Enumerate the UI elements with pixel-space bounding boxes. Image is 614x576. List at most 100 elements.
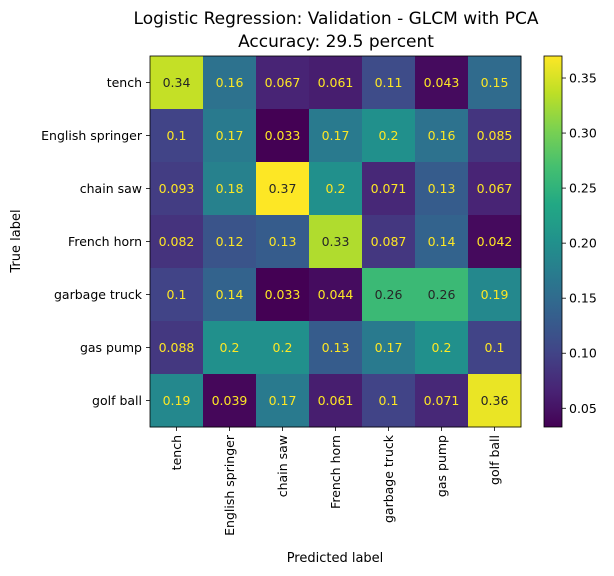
- colorbar-tick-label: 0.25: [569, 181, 597, 196]
- heatmap-cell: [150, 162, 204, 216]
- cell-value-label: 0.033: [265, 128, 301, 143]
- heatmap-cell: [203, 268, 257, 322]
- heatmap-cell: [362, 162, 416, 216]
- y-axis-ticks: tench English springer chain saw French hor…: [41, 75, 150, 408]
- y-tick-label: French horn: [68, 234, 142, 249]
- heatmap-cell: [203, 109, 257, 163]
- heatmap-cell: [150, 56, 204, 110]
- cell-value-label: 0.26: [428, 287, 456, 302]
- heatmap-cell: [362, 56, 416, 110]
- cell-value-label: 0.044: [318, 287, 354, 302]
- chart-subtitle: Accuracy: 29.5 percent: [238, 32, 434, 52]
- heatmap-cell: [256, 162, 310, 216]
- heatmap-cell-labels: 0.34 0.16 0.067 0.061 0.11 0.043 0.15 0.1 0.17 0.…: [159, 75, 513, 408]
- heatmap-cell: [415, 321, 469, 375]
- x-axis-ticks: tench English springer chain saw French hor…: [169, 427, 502, 536]
- heatmap-cell: [309, 109, 363, 163]
- cell-value-label: 0.061: [318, 393, 354, 408]
- heatmap-cell: [468, 374, 522, 428]
- cell-value-label: 0.16: [216, 75, 244, 90]
- heatmap-cells: [150, 56, 522, 428]
- cell-value-label: 0.067: [265, 75, 301, 90]
- cell-value-label: 0.14: [216, 287, 244, 302]
- cell-value-label: 0.19: [481, 287, 509, 302]
- cell-value-label: 0.2: [432, 340, 452, 355]
- heatmap-cell: [309, 321, 363, 375]
- cell-value-label: 0.2: [379, 128, 399, 143]
- chart-title: Logistic Regression: Validation - GLCM w…: [134, 9, 539, 29]
- colorbar: [543, 55, 563, 428]
- heatmap-cell: [415, 215, 469, 269]
- heatmap-cell: [468, 56, 522, 110]
- cell-value-label: 0.13: [428, 181, 456, 196]
- heatmap-cell: [309, 162, 363, 216]
- heatmap-cell: [203, 215, 257, 269]
- colorbar-ticks: 0.05 0.10 0.15 0.20 0.25 0.30 0.35: [562, 71, 597, 416]
- cell-value-label: 0.1: [485, 340, 505, 355]
- colorbar-tick-label: 0.35: [569, 71, 597, 86]
- heatmap-cell: [256, 56, 310, 110]
- cell-value-label: 0.33: [322, 234, 350, 249]
- cell-value-label: 0.16: [428, 128, 456, 143]
- heatmap-cell: [415, 374, 469, 428]
- cell-value-label: 0.071: [424, 393, 460, 408]
- cell-value-label: 0.1: [167, 287, 187, 302]
- cell-value-label: 0.19: [163, 393, 191, 408]
- heatmap-cell: [468, 215, 522, 269]
- cell-value-label: 0.17: [375, 340, 403, 355]
- cell-value-label: 0.11: [375, 75, 403, 90]
- cell-value-label: 0.085: [477, 128, 513, 143]
- y-tick-label: tench: [107, 75, 142, 90]
- x-tick-label: English springer: [222, 434, 237, 536]
- cell-value-label: 0.093: [159, 181, 195, 196]
- x-tick-label: French horn: [328, 435, 343, 509]
- heatmap-cell: [150, 109, 204, 163]
- heatmap-cell: [468, 109, 522, 163]
- heatmap-cell: [203, 321, 257, 375]
- cell-value-label: 0.2: [220, 340, 240, 355]
- cell-value-label: 0.1: [379, 393, 399, 408]
- cell-value-label: 0.17: [216, 128, 244, 143]
- y-tick-label: golf ball: [92, 393, 142, 408]
- heatmap-cell: [150, 374, 204, 428]
- cell-value-label: 0.042: [477, 234, 513, 249]
- cell-value-label: 0.2: [326, 181, 346, 196]
- heatmap-cell: [309, 374, 363, 428]
- cell-value-label: 0.061: [318, 75, 354, 90]
- cell-value-label: 0.13: [322, 340, 350, 355]
- x-axis-label: Predicted label: [287, 551, 384, 566]
- cell-value-label: 0.13: [269, 234, 297, 249]
- heatmap-cell: [256, 321, 310, 375]
- heatmap-cell: [150, 215, 204, 269]
- heatmap-cell: [256, 215, 310, 269]
- cell-value-label: 0.14: [428, 234, 456, 249]
- cell-value-label: 0.37: [269, 181, 297, 196]
- cell-value-label: 0.033: [265, 287, 301, 302]
- heatmap-cell: [309, 215, 363, 269]
- heatmap-cell: [415, 162, 469, 216]
- cell-value-label: 0.1: [167, 128, 187, 143]
- cell-value-label: 0.12: [216, 234, 244, 249]
- cell-value-label: 0.15: [481, 75, 509, 90]
- cell-value-label: 0.26: [375, 287, 403, 302]
- heatmap-cell: [362, 374, 416, 428]
- cell-value-label: 0.17: [322, 128, 350, 143]
- cell-value-label: 0.18: [216, 181, 244, 196]
- colorbar-tick-label: 0.05: [569, 401, 597, 416]
- heatmap-cell: [150, 321, 204, 375]
- x-tick-label: chain saw: [275, 435, 290, 497]
- cell-value-label: 0.071: [371, 181, 407, 196]
- heatmap-cell: [468, 321, 522, 375]
- y-tick-label: gas pump: [80, 340, 142, 355]
- cell-value-label: 0.082: [159, 234, 195, 249]
- heatmap-cell: [150, 268, 204, 322]
- cell-value-label: 0.043: [424, 75, 460, 90]
- cell-value-label: 0.087: [371, 234, 407, 249]
- heatmap-cell: [362, 109, 416, 163]
- heatmap-cell: [468, 162, 522, 216]
- colorbar-tick-label: 0.20: [569, 236, 597, 251]
- heatmap-cell: [203, 162, 257, 216]
- y-axis-label: True label: [9, 209, 24, 273]
- x-tick-label: tench: [169, 435, 184, 470]
